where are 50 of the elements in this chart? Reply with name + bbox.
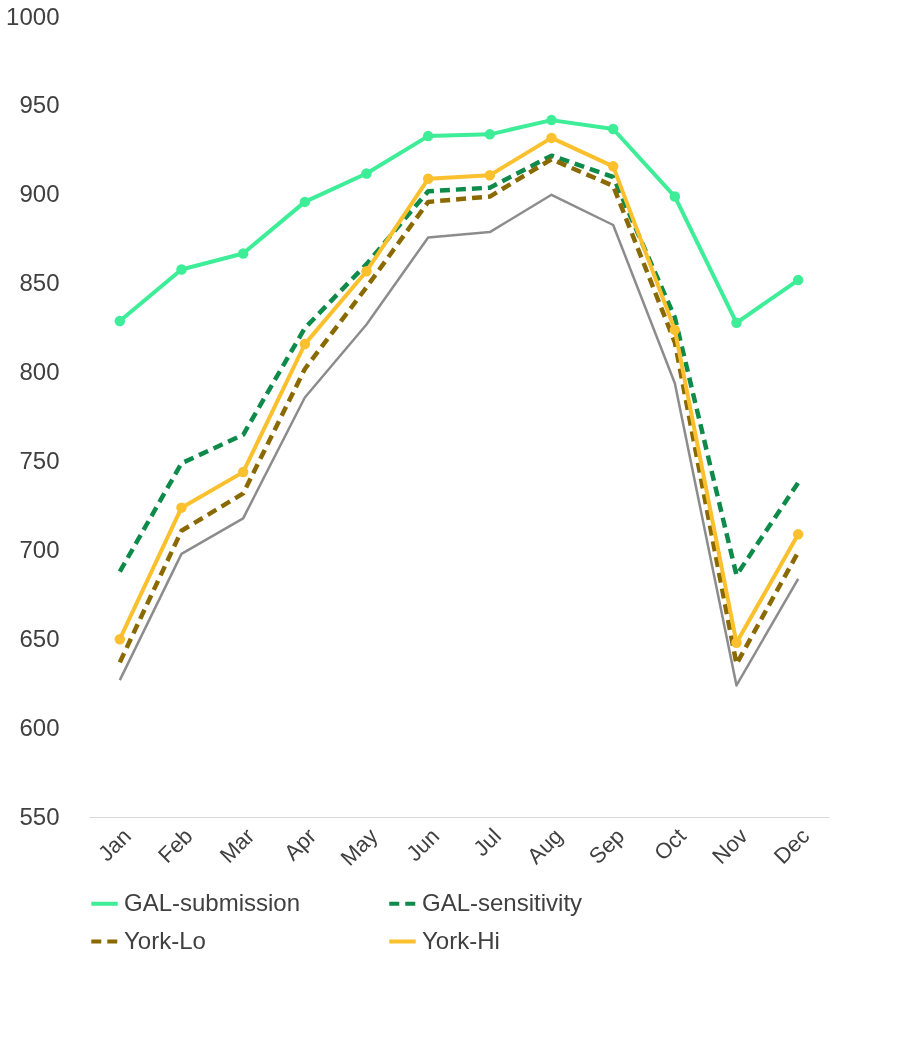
x-tick-label: Apr — [278, 823, 321, 866]
y-tick-label: 700 — [19, 535, 60, 563]
point — [792, 274, 804, 286]
point — [237, 466, 249, 478]
point — [114, 315, 126, 327]
point — [484, 129, 496, 140]
x-tick-label: Oct — [649, 823, 691, 866]
point — [422, 130, 434, 142]
x-tick-label: Jan — [93, 823, 136, 867]
y-tick-label: 1000 — [6, 2, 60, 30]
x-tick-label: Dec — [768, 823, 815, 869]
y-tick-label: 950 — [19, 91, 60, 119]
y-tick-label: 650 — [19, 624, 60, 652]
y-tick-label: 550 — [19, 802, 60, 830]
y-tick-label: 850 — [19, 269, 60, 297]
point — [484, 169, 496, 181]
point — [422, 173, 434, 185]
x-tick-label: May — [335, 823, 383, 871]
x-tick-label: Jun — [401, 823, 445, 867]
legend-label: York-Lo — [124, 926, 206, 954]
x-tick-label: Nov — [707, 823, 753, 869]
point — [669, 324, 681, 336]
x-tick-label: Aug — [522, 823, 568, 869]
point — [731, 637, 742, 649]
legend-label: GAL-sensitivity — [422, 888, 583, 916]
point — [361, 168, 372, 179]
point — [546, 132, 557, 144]
point — [669, 191, 681, 202]
x-tick-label: Jul — [468, 823, 506, 861]
point — [299, 338, 311, 350]
point — [176, 502, 187, 513]
y-tick-label: 800 — [19, 358, 60, 386]
y-tick-label: 600 — [19, 713, 60, 741]
point — [176, 264, 187, 275]
legend-label: York-Hi — [422, 926, 500, 954]
point — [607, 123, 619, 135]
point — [237, 248, 249, 259]
y-tick-label: 900 — [19, 180, 60, 208]
x-tick-label: Mar — [214, 823, 260, 868]
y-tick-label: 750 — [19, 446, 60, 474]
point — [546, 114, 557, 126]
x-tick-label: Sep — [583, 823, 630, 869]
legend-label: GAL-submission — [124, 888, 301, 916]
point — [731, 317, 742, 329]
point — [299, 196, 311, 208]
point — [792, 529, 804, 540]
x-tick-label: Feb — [153, 823, 198, 868]
point — [607, 161, 619, 172]
point — [114, 633, 126, 645]
point — [361, 265, 372, 277]
